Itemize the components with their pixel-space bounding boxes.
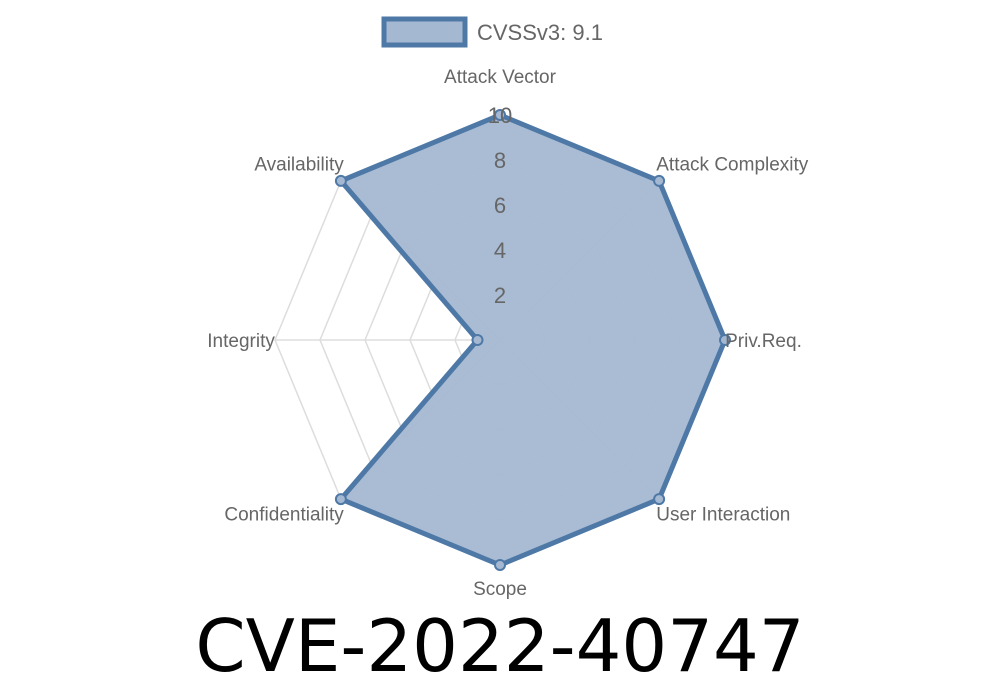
axis-label: Priv.Req. bbox=[725, 331, 802, 352]
legend-swatch bbox=[381, 16, 468, 48]
legend-label: CVSSv3: 9.1 bbox=[477, 20, 603, 45]
axis-label: Attack Vector bbox=[444, 67, 557, 88]
axis-label: Integrity bbox=[207, 331, 275, 352]
tick-label: 2 bbox=[494, 283, 506, 308]
tick-labels: 2 4 6 8 10 bbox=[488, 103, 512, 308]
axis-label: Attack Complexity bbox=[656, 155, 809, 176]
data-point[interactable] bbox=[334, 493, 347, 506]
tick-label: 6 bbox=[494, 193, 506, 218]
data-point[interactable] bbox=[653, 174, 666, 187]
axis-label: User Interaction bbox=[656, 504, 790, 525]
tick-label: 8 bbox=[494, 148, 506, 173]
axis-label: Confidentiality bbox=[224, 504, 344, 525]
axis-labels: Attack Vector Attack Complexity Priv.Req. U… bbox=[207, 67, 809, 600]
data-point[interactable] bbox=[494, 559, 506, 571]
data-point[interactable] bbox=[719, 334, 731, 346]
data-point[interactable] bbox=[334, 174, 347, 187]
data-point[interactable] bbox=[653, 493, 666, 506]
tick-label: 10 bbox=[488, 103, 512, 128]
series-layer bbox=[334, 109, 731, 571]
chart-title: CVE-2022-40747 bbox=[195, 604, 805, 688]
axis-label: Availability bbox=[254, 155, 344, 176]
data-point[interactable] bbox=[471, 334, 484, 346]
tick-label: 4 bbox=[494, 238, 506, 263]
axis-label: Scope bbox=[473, 579, 527, 600]
data-point[interactable] bbox=[494, 109, 506, 121]
legend[interactable]: CVSSv3: 9.1 bbox=[381, 16, 603, 48]
